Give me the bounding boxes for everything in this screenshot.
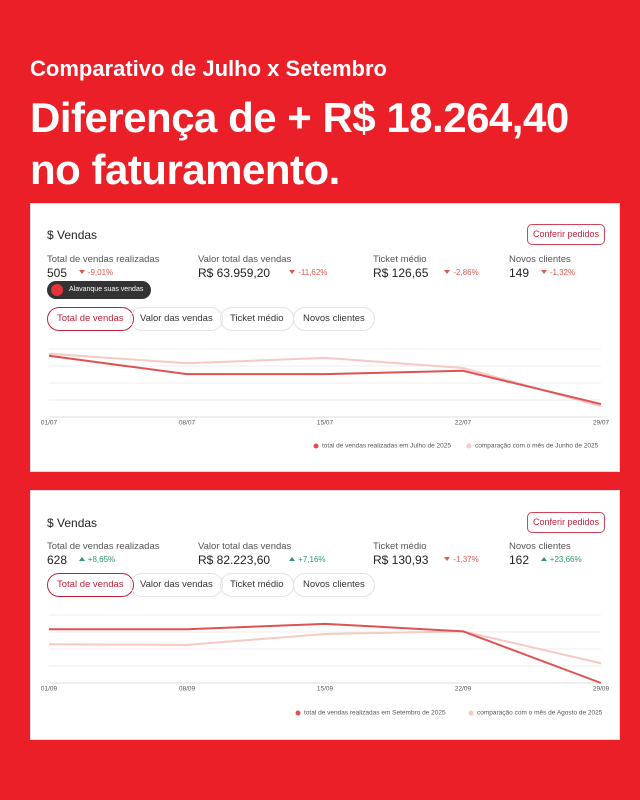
x-tick-label: 08/09	[179, 686, 196, 693]
metric-value: R$ 126,65	[373, 266, 429, 280]
x-tick-label: 01/09	[41, 686, 58, 693]
metric-change: -1,32%	[549, 268, 576, 277]
legend-label: comparação com o mês de Agosto de 2025	[477, 710, 603, 717]
metric-change: +8,65%	[87, 555, 116, 564]
metric-change: -2,86%	[453, 268, 479, 277]
button[interactable]: Conferir pedidos	[527, 224, 605, 245]
trend-arrow	[444, 270, 451, 274]
trend-arrow	[289, 270, 296, 274]
button[interactable]: Conferir pedidos	[527, 512, 605, 533]
tab[interactable]: Novos clientes	[293, 573, 375, 597]
x-tick-label: 01/07	[41, 420, 58, 427]
badge-icon	[51, 284, 63, 296]
x-tick-label: 15/07	[317, 420, 334, 427]
panel-title: $ Vendas	[47, 228, 98, 242]
line-series	[48, 352, 602, 408]
line-series	[49, 622, 602, 684]
panel-title: $ Vendas	[47, 516, 98, 530]
legend-swatch	[468, 710, 474, 716]
trend-arrow	[540, 270, 547, 274]
headline: no faturamento.	[30, 146, 340, 193]
trend-arrow	[289, 557, 296, 561]
x-tick-label: 29/07	[593, 420, 610, 427]
x-tick-label: 08/07	[179, 420, 196, 427]
metric-value: 162	[509, 553, 530, 567]
metric-change: -11,62%	[298, 268, 328, 277]
panel: $ Vendas Conferir pedidos Total de vendas …	[30, 203, 620, 472]
metric-label: Valor total das vendas	[198, 541, 292, 552]
headline: Diferença de + R$ 18.264,40	[30, 94, 569, 141]
line-series	[48, 354, 602, 406]
metric-value: 149	[509, 266, 530, 280]
metric-change: +7,16%	[298, 555, 326, 564]
chart: 01/09 08/09 15/09 22/09 29/09 total de vendas…	[41, 614, 610, 717]
line-series	[48, 630, 602, 665]
metric-value: R$ 63.959,20	[198, 266, 271, 280]
metric-label: Valor total das vendas	[198, 254, 292, 265]
x-tick-label: 22/07	[455, 420, 472, 427]
tab[interactable]: Total de vendas	[47, 573, 134, 597]
metric-value: 505	[47, 266, 68, 280]
metric-label: Novos clientes	[509, 254, 571, 265]
legend-swatch	[466, 443, 472, 449]
metric-label: Ticket médio	[373, 254, 427, 265]
chart: 01/07 08/07 15/07 22/07 29/07 total de vendas…	[41, 348, 610, 450]
metric-value: R$ 130,93	[373, 553, 429, 567]
metric-label: Total de vendas realizadas	[47, 254, 160, 265]
tab[interactable]: Total de vendas	[47, 307, 134, 331]
legend-label: comparação com o mês de Junho de 2025	[475, 443, 599, 450]
trend-arrow	[78, 557, 85, 561]
metric-label: Novos clientes	[509, 541, 571, 552]
x-tick-label: 22/09	[455, 686, 472, 693]
legend-swatch	[313, 443, 319, 449]
legend-swatch	[295, 710, 301, 716]
trend-arrow	[540, 557, 547, 561]
tab[interactable]: Valor das vendas	[130, 307, 223, 331]
x-tick-label: 29/09	[593, 686, 610, 693]
legend-label: total de vendas realizadas em Setembro d…	[304, 710, 446, 717]
metric-label: Total de vendas realizadas	[47, 541, 160, 552]
legend-label: total de vendas realizadas em Julho de 2…	[322, 443, 451, 450]
trend-arrow	[78, 270, 85, 274]
badge[interactable]: Alavanque suas vendas	[47, 281, 152, 299]
tab[interactable]: Valor das vendas	[130, 573, 223, 597]
x-tick-label: 15/09	[317, 686, 334, 693]
metric-change: -9,01%	[87, 268, 114, 277]
tab[interactable]: Novos clientes	[293, 307, 375, 331]
panel: $ Vendas Conferir pedidos Total de vendas …	[30, 490, 620, 740]
metric-change: -1,37%	[453, 555, 479, 564]
subtitle: Comparativo de Julho x Setembro	[30, 56, 387, 81]
metric-change: +23,66%	[549, 555, 582, 564]
metric-label: Ticket médio	[373, 541, 427, 552]
metric-value: R$ 82.223,60	[198, 553, 271, 567]
metric-value: 628	[47, 553, 68, 567]
trend-arrow	[444, 557, 451, 561]
